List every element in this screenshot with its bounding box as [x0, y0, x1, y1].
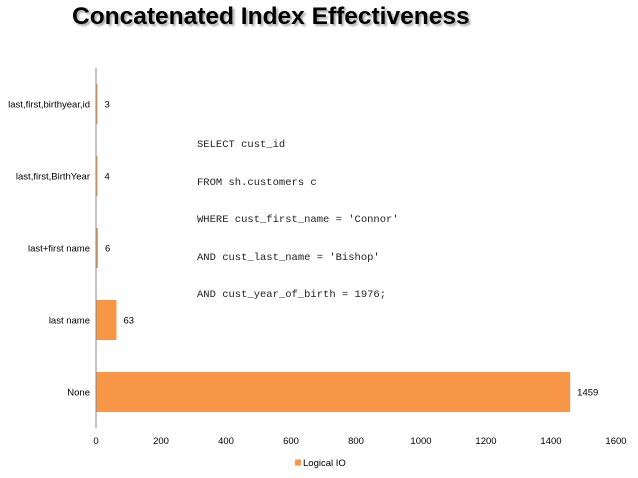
- category-label: last,first,BirthYear: [16, 172, 90, 183]
- bar-2: [96, 228, 98, 268]
- x-tick-label: 200: [153, 436, 169, 447]
- sql-line: AND cust_year_of_birth = 1976;: [197, 289, 387, 301]
- x-tick-label: 600: [283, 436, 299, 447]
- category-label: None: [67, 388, 90, 399]
- x-tick-label: 1200: [475, 436, 496, 447]
- bar-4: [96, 372, 571, 412]
- category-label: last,first,birthyear,id: [8, 100, 90, 111]
- data-label: 3: [105, 100, 110, 111]
- data-label: 6: [105, 244, 110, 255]
- x-tick-label: 1600: [605, 436, 626, 447]
- bar-0: [96, 84, 98, 124]
- bar-3: [96, 300, 117, 340]
- bar-1: [96, 156, 98, 196]
- data-label: 4: [105, 172, 110, 183]
- sql-line: WHERE cust_first_name = 'Connor': [197, 214, 399, 226]
- x-tick-label: 1000: [410, 436, 431, 447]
- data-label: 63: [123, 316, 134, 327]
- legend: Logical IO: [295, 458, 346, 469]
- sql-query-text: SELECT cust_id FROM sh.customers c WHERE…: [197, 114, 399, 314]
- x-tick-label: 0: [93, 436, 98, 447]
- category-labels: last,first,birthyear,id last,first,BirthY…: [8, 100, 90, 399]
- data-labels: 3 4 6 63 1459: [105, 100, 599, 399]
- x-tick-labels: 0 200 400 600 800 1000 1200 1400 1600: [93, 436, 626, 447]
- legend-swatch: [295, 459, 301, 466]
- sql-line: FROM sh.customers c: [197, 176, 317, 189]
- x-tick-label: 800: [348, 436, 364, 447]
- category-label: last name: [49, 316, 90, 327]
- x-tick-label: 400: [218, 436, 234, 447]
- data-label: 1459: [577, 388, 598, 399]
- chart-title: Concatenated Index Effectiveness: [72, 3, 470, 30]
- sql-line: SELECT cust_id: [197, 139, 286, 151]
- legend-label: Logical IO: [303, 458, 346, 469]
- bars-group: [96, 84, 571, 412]
- x-tick-label: 1400: [540, 436, 561, 447]
- category-label: last+first name: [28, 244, 90, 255]
- sql-line: AND cust_last_name = 'Bishop': [197, 251, 380, 264]
